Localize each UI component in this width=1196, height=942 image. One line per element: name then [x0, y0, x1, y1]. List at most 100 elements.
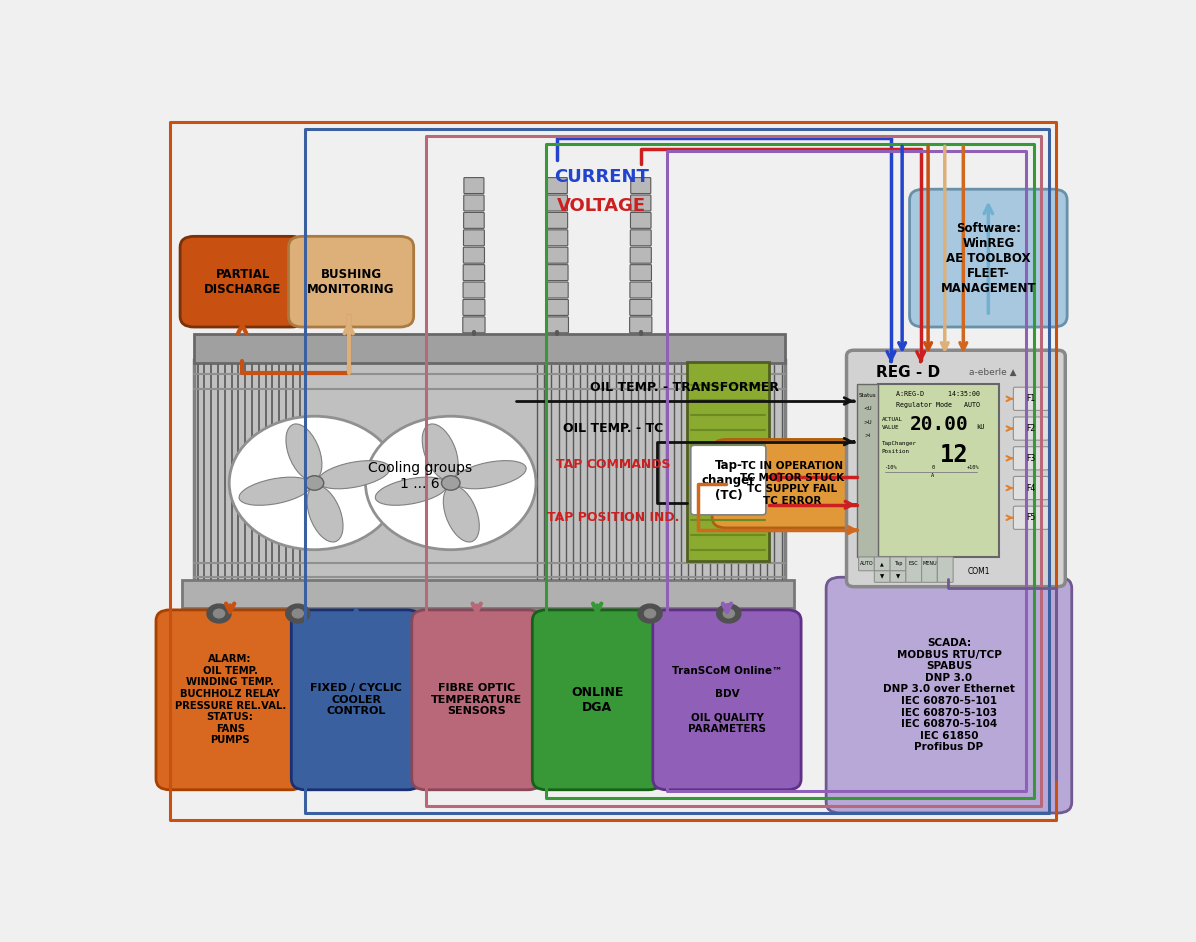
FancyBboxPatch shape — [464, 212, 484, 228]
FancyBboxPatch shape — [463, 317, 486, 333]
FancyBboxPatch shape — [464, 178, 484, 193]
FancyBboxPatch shape — [691, 446, 765, 515]
FancyBboxPatch shape — [181, 236, 305, 327]
FancyBboxPatch shape — [630, 212, 651, 228]
FancyBboxPatch shape — [890, 557, 905, 571]
Text: ▼: ▼ — [880, 574, 884, 579]
FancyBboxPatch shape — [630, 195, 651, 211]
Circle shape — [724, 609, 734, 618]
Circle shape — [207, 604, 231, 623]
Text: F2: F2 — [1026, 424, 1036, 433]
FancyBboxPatch shape — [630, 300, 652, 316]
Text: COM1: COM1 — [968, 567, 990, 576]
FancyBboxPatch shape — [463, 300, 484, 316]
Circle shape — [213, 609, 225, 618]
Text: F4: F4 — [1026, 483, 1036, 493]
FancyBboxPatch shape — [938, 557, 953, 582]
Text: OIL TEMP. - TRANSFORMER: OIL TEMP. - TRANSFORMER — [590, 381, 779, 394]
FancyBboxPatch shape — [194, 334, 786, 364]
Text: 0: 0 — [932, 464, 934, 469]
Text: TapChanger: TapChanger — [881, 441, 917, 447]
Text: ALARM:
OIL TEMP.
WINDING TEMP.
BUCHHOLZ RELAY
PRESSURE REL.VAL.
STATUS:
FANS
PUM: ALARM: OIL TEMP. WINDING TEMP. BUCHHOLZ … — [175, 655, 286, 745]
FancyBboxPatch shape — [1013, 506, 1049, 529]
Text: Position: Position — [881, 449, 910, 454]
Text: FIBRE OPTIC
TEMPERATURE
SENSORS: FIBRE OPTIC TEMPERATURE SENSORS — [431, 683, 523, 717]
Ellipse shape — [318, 461, 390, 489]
FancyBboxPatch shape — [630, 178, 651, 193]
Text: ONLINE
DGA: ONLINE DGA — [570, 686, 623, 714]
Text: Status: Status — [859, 394, 877, 398]
Ellipse shape — [422, 424, 458, 480]
FancyBboxPatch shape — [411, 609, 542, 789]
FancyBboxPatch shape — [288, 236, 414, 327]
Text: >U: >U — [864, 419, 872, 425]
Text: F5: F5 — [1026, 513, 1036, 522]
FancyBboxPatch shape — [874, 557, 890, 571]
Text: kU: kU — [976, 424, 984, 430]
FancyBboxPatch shape — [548, 195, 567, 211]
Circle shape — [645, 609, 655, 618]
Text: 12: 12 — [940, 444, 969, 467]
Text: CURRENT: CURRENT — [555, 168, 649, 186]
Text: <U: <U — [864, 407, 872, 412]
Text: VOLTAGE: VOLTAGE — [557, 197, 646, 215]
Text: ESC: ESC — [909, 561, 919, 566]
Text: ACTUAL: ACTUAL — [881, 417, 903, 422]
FancyBboxPatch shape — [630, 230, 651, 246]
Text: A:REG-D      14:35:00: A:REG-D 14:35:00 — [896, 391, 981, 397]
FancyBboxPatch shape — [712, 439, 873, 528]
FancyBboxPatch shape — [847, 350, 1066, 587]
Ellipse shape — [307, 485, 343, 542]
Text: 20.00: 20.00 — [910, 415, 969, 434]
Circle shape — [286, 604, 310, 623]
FancyBboxPatch shape — [464, 195, 484, 211]
Circle shape — [637, 604, 663, 623]
FancyBboxPatch shape — [463, 247, 484, 263]
FancyBboxPatch shape — [548, 178, 567, 193]
FancyBboxPatch shape — [629, 317, 652, 333]
FancyBboxPatch shape — [463, 265, 484, 281]
Text: Tap: Tap — [893, 561, 902, 566]
Text: A: A — [932, 473, 934, 479]
Ellipse shape — [286, 424, 322, 480]
FancyBboxPatch shape — [905, 557, 922, 582]
Text: TAP POSITION IND.: TAP POSITION IND. — [547, 511, 679, 524]
Text: MENU: MENU — [922, 561, 936, 566]
FancyBboxPatch shape — [1013, 417, 1049, 440]
FancyBboxPatch shape — [630, 282, 652, 298]
Text: PARTIAL
DISCHARGE: PARTIAL DISCHARGE — [205, 268, 281, 296]
Circle shape — [441, 476, 460, 490]
FancyBboxPatch shape — [874, 571, 890, 582]
Text: AUTO: AUTO — [860, 561, 873, 566]
FancyBboxPatch shape — [547, 212, 568, 228]
FancyBboxPatch shape — [905, 557, 922, 571]
Text: BUSHING
MONITORING: BUSHING MONITORING — [307, 268, 395, 296]
FancyBboxPatch shape — [630, 247, 652, 263]
Circle shape — [230, 416, 399, 550]
Text: TC IN OPERATION
TC MOTOR STUCK
TC SUPPLY FAIL
TC ERROR: TC IN OPERATION TC MOTOR STUCK TC SUPPLY… — [740, 462, 844, 506]
Text: -10%: -10% — [884, 464, 896, 469]
FancyBboxPatch shape — [463, 282, 484, 298]
FancyBboxPatch shape — [182, 580, 794, 608]
FancyBboxPatch shape — [653, 609, 801, 789]
Circle shape — [292, 609, 304, 618]
Text: REG - D: REG - D — [875, 365, 940, 381]
Circle shape — [716, 604, 740, 623]
FancyBboxPatch shape — [909, 189, 1067, 327]
FancyBboxPatch shape — [687, 362, 769, 561]
FancyBboxPatch shape — [292, 609, 421, 789]
FancyBboxPatch shape — [890, 571, 905, 582]
Text: a-eberle ▲: a-eberle ▲ — [969, 368, 1017, 377]
FancyBboxPatch shape — [859, 557, 874, 571]
Text: +10%: +10% — [966, 464, 980, 469]
Text: Software:
WinREG
AE TOOLBOX
FLEET-
MANAGEMENT: Software: WinREG AE TOOLBOX FLEET- MANAG… — [940, 221, 1036, 295]
FancyBboxPatch shape — [155, 609, 304, 789]
Circle shape — [366, 416, 536, 550]
FancyBboxPatch shape — [922, 557, 938, 582]
Text: F3: F3 — [1026, 454, 1036, 463]
Ellipse shape — [239, 478, 311, 505]
Text: SCADA:
MODBUS RTU/TCP
SPABUS
DNP 3.0
DNP 3.0 over Ethernet
IEC 60870-5-101
IEC 6: SCADA: MODBUS RTU/TCP SPABUS DNP 3.0 DNP… — [883, 638, 1015, 753]
FancyBboxPatch shape — [547, 247, 568, 263]
FancyBboxPatch shape — [856, 384, 878, 557]
FancyBboxPatch shape — [464, 230, 484, 246]
